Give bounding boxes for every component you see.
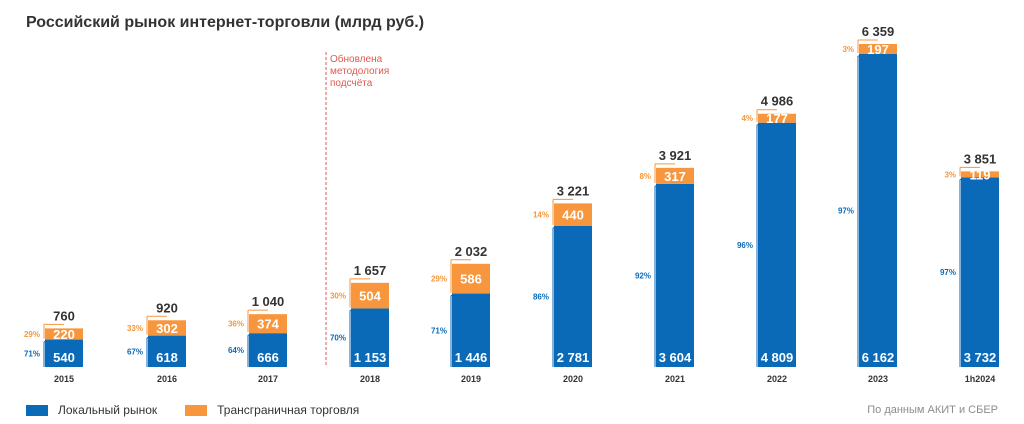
bar-local-2020 bbox=[554, 225, 592, 367]
share-local-2015: 71% bbox=[24, 349, 40, 358]
bar-cross-1h2024 bbox=[961, 171, 999, 178]
label-cross-2016: 302 bbox=[156, 321, 178, 336]
label-local-2015: 540 bbox=[53, 350, 75, 365]
bar-local-2015 bbox=[45, 339, 83, 367]
bar-cross-2015 bbox=[45, 328, 83, 340]
bar-cross-2021 bbox=[656, 167, 694, 184]
category-label-2017: 2017 bbox=[258, 374, 278, 384]
total-label-2015: 760 bbox=[53, 308, 75, 323]
bar-cross-2022 bbox=[758, 113, 796, 123]
total-label-2016: 920 bbox=[156, 300, 178, 315]
label-local-2021: 3 604 bbox=[659, 350, 692, 365]
label-cross-2019: 586 bbox=[460, 272, 482, 287]
label-local-2018: 1 153 bbox=[354, 350, 387, 365]
bar-cross-2023 bbox=[859, 44, 897, 55]
legend-label-cross: Трансграничная торговля bbox=[217, 403, 360, 417]
source-note: По данным АКИТ и СБЕР bbox=[867, 404, 998, 416]
category-label-2020: 2020 bbox=[563, 374, 583, 384]
legend-swatch-local bbox=[26, 404, 48, 416]
bar-cross-2017 bbox=[249, 314, 287, 334]
legend-item-local: Локальный рынок bbox=[26, 403, 157, 417]
label-local-2022: 4 809 bbox=[761, 350, 794, 365]
bar-cross-2018 bbox=[351, 282, 389, 309]
methodology-note-line-2: методология bbox=[330, 66, 389, 77]
bar-local-2018 bbox=[351, 308, 389, 367]
total-label-2018: 1 657 bbox=[354, 263, 387, 278]
label-cross-2020: 440 bbox=[562, 208, 584, 223]
share-local-2021: 92% bbox=[635, 271, 651, 280]
legend-item-cross: Трансграничная торговля bbox=[185, 403, 359, 417]
label-local-2019: 1 446 bbox=[455, 350, 488, 365]
share-local-1h2024: 97% bbox=[940, 268, 956, 277]
total-label-2019: 2 032 bbox=[455, 244, 488, 259]
methodology-note-line-1: Обновлена bbox=[330, 53, 383, 65]
label-cross-2018: 504 bbox=[359, 289, 381, 304]
bar-cross-2020 bbox=[554, 203, 592, 226]
share-cross-2017: 36% bbox=[228, 320, 244, 329]
bar-cross-2019 bbox=[452, 263, 490, 294]
total-label-2020: 3 221 bbox=[557, 183, 590, 198]
share-cross-2019: 29% bbox=[431, 275, 447, 284]
label-cross-2017: 374 bbox=[257, 317, 279, 332]
share-cross-2023: 3% bbox=[842, 45, 854, 54]
category-label-2023: 2023 bbox=[868, 374, 888, 384]
bar-local-2023 bbox=[859, 54, 897, 368]
label-cross-1h2024: 119 bbox=[970, 167, 991, 182]
bar-cross-2016 bbox=[148, 320, 186, 336]
label-cross-2015: 220 bbox=[53, 327, 75, 342]
methodology-note-line-3: подсчёта bbox=[330, 78, 373, 89]
share-cross-2020: 14% bbox=[533, 211, 549, 220]
total-label-2022: 4 986 bbox=[761, 94, 794, 109]
bar-local-1h2024 bbox=[961, 177, 999, 367]
share-cross-2018: 30% bbox=[330, 292, 346, 301]
bar-local-2021 bbox=[656, 183, 694, 367]
label-local-2023: 6 162 bbox=[862, 350, 895, 365]
share-cross-1h2024: 3% bbox=[944, 170, 956, 179]
label-local-2017: 666 bbox=[257, 350, 279, 365]
total-label-2021: 3 921 bbox=[659, 148, 692, 163]
category-label-2018: 2018 bbox=[360, 374, 380, 384]
category-label-2015: 2015 bbox=[54, 374, 74, 384]
share-cross-2022: 4% bbox=[741, 114, 753, 123]
share-local-2019: 71% bbox=[431, 326, 447, 335]
share-local-2016: 67% bbox=[127, 347, 143, 356]
category-label-2016: 2016 bbox=[157, 374, 177, 384]
label-cross-2022: 177 bbox=[766, 111, 788, 126]
share-cross-2021: 8% bbox=[639, 172, 651, 181]
legend: Локальный рынок Трансграничная торговля bbox=[26, 403, 387, 417]
legend-swatch-cross bbox=[185, 404, 208, 416]
label-local-2016: 618 bbox=[156, 350, 178, 365]
category-label-2022: 2022 bbox=[767, 374, 787, 384]
share-cross-2016: 33% bbox=[127, 324, 143, 333]
share-local-2020: 86% bbox=[533, 292, 549, 301]
share-local-2023: 97% bbox=[838, 207, 854, 216]
category-label-2021: 2021 bbox=[665, 374, 685, 384]
bar-local-2016 bbox=[148, 335, 186, 367]
bar-local-2022 bbox=[758, 122, 796, 368]
category-label-2019: 2019 bbox=[461, 374, 481, 384]
label-local-2020: 2 781 bbox=[557, 350, 590, 365]
total-label-2023: 6 359 bbox=[862, 24, 895, 39]
category-label-1h2024: 1h2024 bbox=[965, 374, 996, 384]
label-cross-2023: 197 bbox=[867, 42, 889, 57]
share-local-2017: 64% bbox=[228, 346, 244, 355]
chart-title: Российский рынок интернет-торговли (млрд… bbox=[26, 14, 425, 31]
total-label-1h2024: 3 851 bbox=[964, 151, 997, 166]
label-cross-2021: 317 bbox=[664, 169, 686, 184]
legend-label-local: Локальный рынок bbox=[58, 403, 158, 417]
share-cross-2015: 29% bbox=[24, 330, 40, 339]
share-local-2018: 70% bbox=[330, 334, 346, 343]
bar-local-2017 bbox=[249, 333, 287, 367]
total-label-2017: 1 040 bbox=[252, 294, 285, 309]
bar-local-2019 bbox=[452, 293, 490, 367]
label-local-1h2024: 3 732 bbox=[964, 350, 997, 365]
share-local-2022: 96% bbox=[737, 241, 753, 250]
